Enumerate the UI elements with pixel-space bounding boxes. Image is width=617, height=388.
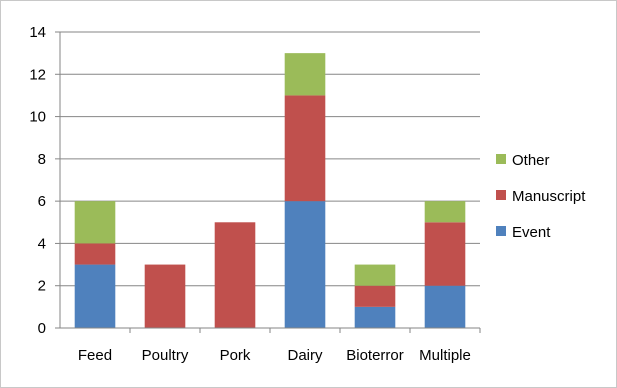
bar-other-multiple: [424, 201, 466, 223]
bar-manuscript-poultry: [144, 264, 186, 328]
x-tick-label: Pork: [220, 347, 251, 364]
bars: [74, 53, 466, 328]
bar-event-feed: [74, 264, 116, 328]
bar-other-bioterror: [354, 264, 396, 286]
y-axis-tick-labels: 0 2 4 6 8 10 12 14: [29, 24, 46, 337]
y-tick-label: 2: [38, 278, 46, 295]
bar-manuscript-pork: [214, 222, 256, 328]
x-tick-label: Bioterror: [346, 347, 404, 364]
legend-swatch-other: [496, 154, 506, 164]
x-tick-label: Feed: [78, 347, 112, 364]
bar-event-dairy: [284, 201, 326, 328]
x-tick-label: Poultry: [142, 347, 189, 364]
y-tick-label: 0: [38, 320, 46, 337]
legend-swatch-event: [496, 226, 506, 236]
bar-manuscript-bioterror: [354, 285, 396, 307]
bar-other-dairy: [284, 53, 326, 96]
x-tick-label: Multiple: [419, 347, 471, 364]
y-tick-label: 14: [29, 24, 46, 41]
y-tick-label: 12: [29, 66, 46, 83]
bar-manuscript-dairy: [284, 95, 326, 202]
y-tick-label: 8: [38, 151, 46, 168]
legend-swatch-manuscript: [496, 190, 506, 200]
x-tick-label: Dairy: [287, 347, 323, 364]
bar-event-bioterror: [354, 306, 396, 328]
y-tick-label: 4: [38, 235, 46, 252]
legend-label-manuscript: Manuscript: [512, 188, 586, 205]
bar-manuscript-feed: [74, 243, 116, 265]
bar-event-multiple: [424, 285, 466, 328]
y-tick-label: 10: [29, 109, 46, 126]
x-axis-tick-labels: Feed Poultry Pork Dairy Bioterror Multiple: [78, 347, 471, 364]
bar-manuscript-multiple: [424, 222, 466, 286]
gridlines: [55, 31, 481, 333]
bar-other-feed: [74, 201, 116, 244]
legend-label-other: Other: [512, 152, 550, 169]
legend-label-event: Event: [512, 224, 551, 241]
y-tick-label: 6: [38, 193, 46, 210]
legend: Other Manuscript Event: [496, 152, 586, 241]
